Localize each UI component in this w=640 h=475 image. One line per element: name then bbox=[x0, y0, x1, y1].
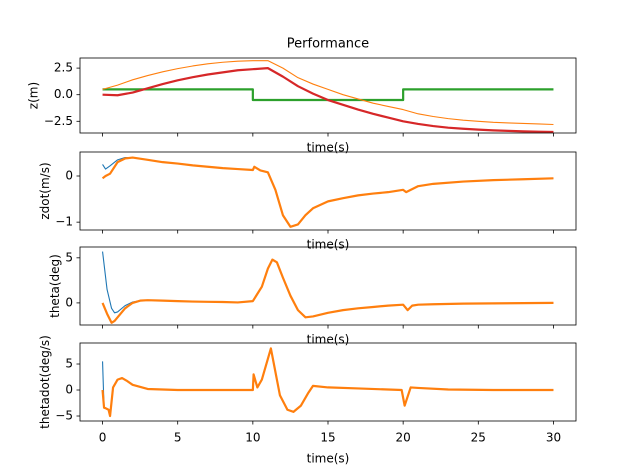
y-tick-label: −5 bbox=[55, 409, 73, 423]
axes-frame bbox=[79, 57, 577, 134]
x-axis-label: time(s) bbox=[307, 141, 350, 155]
y-axis-label: thetadot(deg/s) bbox=[38, 335, 52, 429]
x-tick-label: 25 bbox=[471, 431, 486, 445]
x-tick-label: 15 bbox=[320, 431, 335, 445]
y-tick-label: −1 bbox=[55, 215, 73, 229]
series-line bbox=[102, 156, 554, 228]
y-tick-label: 2.5 bbox=[54, 61, 73, 75]
x-tick-label: 30 bbox=[546, 431, 561, 445]
y-axis-label: z(m) bbox=[26, 82, 40, 109]
axes-frame bbox=[79, 151, 577, 231]
y-tick-label: −2.5 bbox=[44, 114, 73, 128]
x-tick-label: 0 bbox=[99, 431, 107, 445]
series-line bbox=[101, 347, 554, 418]
series-line bbox=[101, 156, 554, 228]
x-axis-label: time(s) bbox=[307, 238, 350, 252]
series-line bbox=[102, 88, 554, 102]
y-tick-label: 5 bbox=[65, 357, 73, 371]
series-line bbox=[102, 347, 554, 417]
series-line bbox=[102, 251, 554, 318]
y-tick-label: 5 bbox=[65, 250, 73, 264]
y-axis-label: theta(deg) bbox=[48, 254, 62, 318]
series-line bbox=[102, 60, 554, 126]
series-line bbox=[102, 67, 554, 134]
x-axis-label: time(s) bbox=[307, 452, 350, 466]
y-tick-label: 0 bbox=[65, 383, 73, 397]
x-axis-label: time(s) bbox=[307, 333, 350, 347]
series-line bbox=[101, 258, 554, 324]
y-tick-label: 0 bbox=[65, 295, 73, 309]
y-axis-label: zdot(m/s) bbox=[38, 162, 52, 219]
x-tick-label: 5 bbox=[174, 431, 182, 445]
x-tick-label: 10 bbox=[245, 431, 260, 445]
x-tick-label: 20 bbox=[396, 431, 411, 445]
y-tick-label: 0 bbox=[65, 169, 73, 183]
chart-title: Performance bbox=[287, 37, 369, 52]
axes-frame bbox=[79, 342, 577, 422]
y-tick-label: 0.0 bbox=[54, 87, 73, 101]
